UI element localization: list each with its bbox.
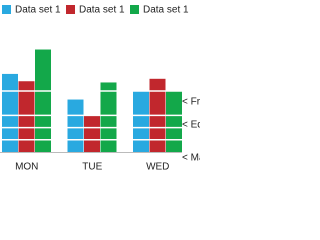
legend-swatch bbox=[2, 5, 11, 14]
bar bbox=[84, 115, 100, 152]
legend-label: Data set 1 bbox=[15, 5, 61, 16]
bar bbox=[18, 81, 35, 152]
bar bbox=[133, 91, 149, 152]
legend-swatch bbox=[130, 5, 139, 14]
bar bbox=[2, 73, 18, 152]
bar bbox=[100, 82, 117, 152]
annotation: < Fre bbox=[182, 97, 200, 108]
legend-label: Data set 1 bbox=[79, 5, 125, 16]
bar bbox=[166, 91, 182, 152]
x-tick-label: WED bbox=[146, 162, 169, 173]
legend-label: Data set 1 bbox=[143, 5, 189, 16]
bar bbox=[67, 99, 84, 152]
chart: Data set 1 Data set 1 Data set 1 MON TUE WED <… bbox=[0, 5, 200, 173]
x-tick-label: TUE bbox=[82, 162, 102, 173]
annotation: < Ed bbox=[182, 120, 200, 131]
legend-swatch bbox=[66, 5, 75, 14]
bar bbox=[35, 49, 51, 152]
annotation: < Ma bbox=[182, 153, 200, 164]
x-tick-label: MON bbox=[15, 162, 38, 173]
